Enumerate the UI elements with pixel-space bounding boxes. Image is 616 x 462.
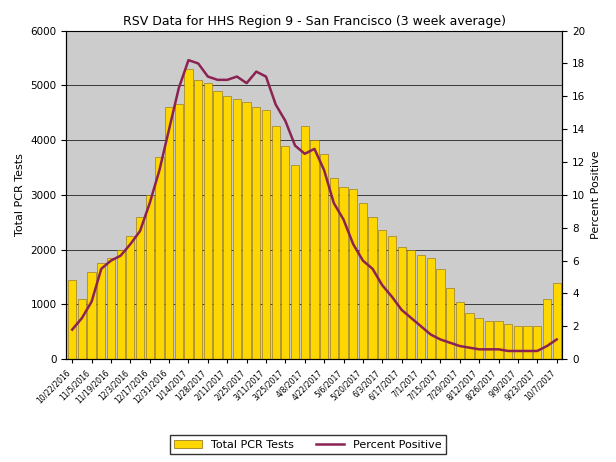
Bar (194, 80, 202, 359)
Bar (136, 217, 144, 359)
Bar (213, 91, 222, 359)
Title: RSV Data for HHS Region 9 - San Francisco (3 week average): RSV Data for HHS Region 9 - San Francisc… (123, 15, 506, 28)
Bar (427, 258, 435, 359)
Bar (291, 165, 299, 359)
Bar (485, 321, 493, 359)
Bar (107, 258, 115, 359)
Bar (175, 104, 183, 359)
Bar (262, 110, 270, 359)
Bar (282, 146, 290, 359)
Bar (97, 263, 105, 359)
Bar (407, 249, 415, 359)
Bar (310, 140, 318, 359)
Bar (233, 99, 241, 359)
Bar (543, 299, 551, 359)
Bar (553, 282, 561, 359)
Bar (388, 236, 396, 359)
Bar (359, 203, 367, 359)
Bar (184, 69, 193, 359)
Bar (272, 127, 280, 359)
Bar (68, 280, 76, 359)
Bar (126, 236, 134, 359)
Bar (204, 83, 212, 359)
Bar (301, 127, 309, 359)
Bar (514, 326, 522, 359)
Bar (116, 249, 125, 359)
Bar (349, 189, 357, 359)
Bar (330, 178, 338, 359)
Bar (417, 255, 425, 359)
Bar (145, 195, 154, 359)
Y-axis label: Total PCR Tests: Total PCR Tests (15, 153, 25, 236)
Bar (378, 231, 386, 359)
Bar (78, 299, 86, 359)
Bar (165, 107, 173, 359)
Y-axis label: Percent Positive: Percent Positive (591, 151, 601, 239)
Bar (87, 272, 95, 359)
Bar (524, 326, 532, 359)
Bar (436, 269, 445, 359)
Bar (533, 326, 541, 359)
Bar (252, 107, 261, 359)
Bar (243, 102, 251, 359)
Bar (155, 157, 163, 359)
Bar (446, 288, 454, 359)
Bar (504, 323, 513, 359)
Bar (320, 154, 328, 359)
Bar (456, 302, 464, 359)
Bar (465, 313, 474, 359)
Bar (397, 247, 406, 359)
Bar (339, 187, 347, 359)
Bar (223, 96, 232, 359)
Bar (475, 318, 484, 359)
Bar (368, 217, 377, 359)
Bar (495, 321, 503, 359)
Legend: Total PCR Tests, Percent Positive: Total PCR Tests, Percent Positive (170, 435, 446, 454)
